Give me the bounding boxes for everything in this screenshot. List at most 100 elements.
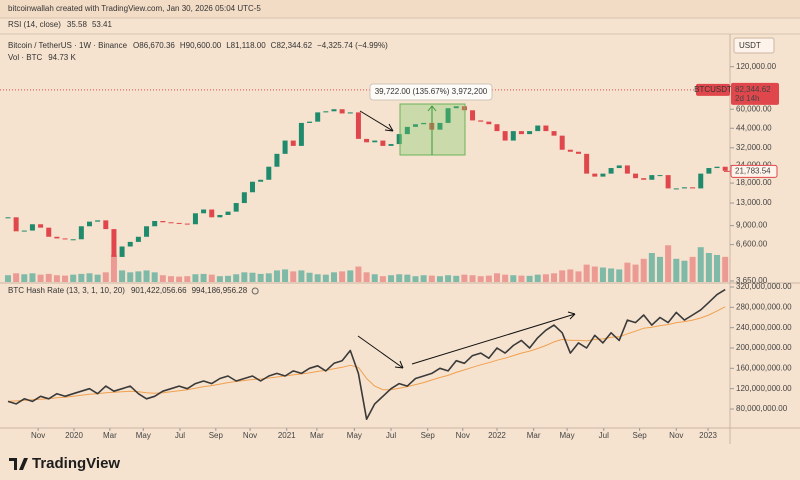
candle-body — [559, 135, 565, 150]
countdown: 2d 14h — [735, 94, 759, 103]
volume-bar — [624, 262, 631, 282]
volume-bar — [265, 273, 272, 282]
volume-bar — [404, 274, 411, 282]
x-tick-label: Jul — [386, 431, 396, 440]
candle-body — [673, 188, 679, 190]
volume-bar — [689, 256, 696, 282]
volume-bar — [216, 276, 223, 282]
currency-box[interactable] — [733, 37, 775, 54]
candle-body — [21, 230, 27, 232]
candle-body — [54, 236, 60, 239]
volume-bar — [78, 273, 85, 282]
arrow-head — [394, 360, 404, 369]
candle-body — [470, 110, 476, 121]
candle-body — [592, 173, 598, 177]
x-tick-label: Nov — [669, 431, 683, 440]
volume-bar — [37, 274, 44, 282]
candle-body — [445, 108, 451, 123]
arrow — [357, 335, 404, 369]
x-tick-label: Nov — [243, 431, 257, 440]
volume-bar — [159, 275, 166, 282]
candle-body — [78, 226, 84, 240]
quote-value: 90,600.00 — [186, 41, 222, 50]
quote-value: 82,344.62 — [276, 41, 312, 50]
candle-body — [135, 236, 141, 242]
last-price-box — [731, 82, 779, 105]
candle-body — [633, 173, 639, 179]
legend-value: 994,186,956.28 — [192, 286, 248, 295]
y-tick-label: 13,000.00 — [736, 198, 772, 207]
candle-body — [575, 151, 581, 154]
candle-body — [111, 229, 117, 257]
y-tick-label: 9,000.00 — [736, 221, 768, 230]
candle-body — [608, 168, 614, 174]
volume-bar — [322, 274, 329, 282]
candle-body — [527, 131, 533, 135]
candle-body — [624, 165, 630, 174]
quote-label: L — [226, 41, 231, 50]
volume-bar — [53, 275, 60, 282]
quote-value: 81,118.00 — [231, 41, 267, 50]
volume-bar — [656, 256, 663, 282]
volume-bar — [257, 273, 264, 282]
measure-label-box — [369, 83, 493, 101]
y-tick-label: 280,000,000.00 — [736, 302, 792, 311]
candle-body — [372, 140, 378, 143]
candle-body — [29, 224, 35, 231]
candle-body — [152, 220, 158, 227]
quote-value: 86,670.36 — [139, 41, 175, 50]
volume-bar — [94, 274, 101, 282]
brand: TradingView — [32, 455, 120, 472]
volume-bar — [665, 245, 672, 282]
x-tick-label: Sep — [632, 431, 647, 440]
volume-bar — [21, 274, 28, 282]
candle-body — [388, 144, 394, 146]
x-tick-label: Jul — [175, 431, 185, 440]
volume-bar — [681, 260, 688, 282]
volume-bar — [192, 274, 199, 282]
volume-bar — [371, 274, 378, 282]
volume-bar — [591, 266, 598, 282]
hide-icon[interactable] — [251, 287, 259, 295]
volume-bar — [559, 270, 566, 282]
candle-body — [119, 246, 125, 257]
volume-bar — [599, 267, 606, 282]
y-tick-label: 200,000,000.00 — [736, 343, 792, 352]
candle-body — [339, 109, 345, 114]
candle-body — [127, 241, 133, 247]
candle-body — [722, 166, 728, 171]
x-tick-label: Sep — [421, 431, 436, 440]
x-tick-label: 2020 — [65, 431, 83, 440]
candle-body — [380, 140, 386, 146]
volume-bar — [29, 273, 36, 282]
volume-bar — [526, 275, 533, 282]
candle-body — [657, 175, 663, 177]
candle-body — [421, 122, 427, 125]
volume-value: 94.73 K — [48, 53, 76, 62]
candle-body — [201, 209, 207, 214]
x-tick-label: Sep — [209, 431, 224, 440]
candle-body — [510, 131, 516, 141]
candle-body — [551, 131, 557, 136]
candle-body — [233, 203, 239, 212]
volume-bar — [461, 274, 468, 282]
measure-arrow-head — [427, 105, 437, 112]
volume-bar — [233, 274, 240, 282]
candle-body — [184, 223, 190, 225]
volume-bar — [722, 256, 729, 282]
volume-bar — [453, 275, 460, 282]
series-line — [7, 288, 726, 420]
candle-body — [249, 181, 255, 193]
candle-body — [241, 192, 247, 204]
y-tick-label: 18,000.00 — [736, 178, 772, 187]
candle-body — [502, 131, 508, 141]
candle-body — [290, 140, 296, 146]
plot-area: 120,000.0060,000.0044,000.0032,000.0024,… — [0, 62, 792, 440]
volume-bar — [420, 275, 427, 282]
volume-bar — [697, 247, 704, 282]
candle-body — [331, 109, 337, 112]
candle-body — [616, 165, 622, 169]
arrow — [359, 110, 394, 132]
candle-body — [535, 125, 541, 132]
